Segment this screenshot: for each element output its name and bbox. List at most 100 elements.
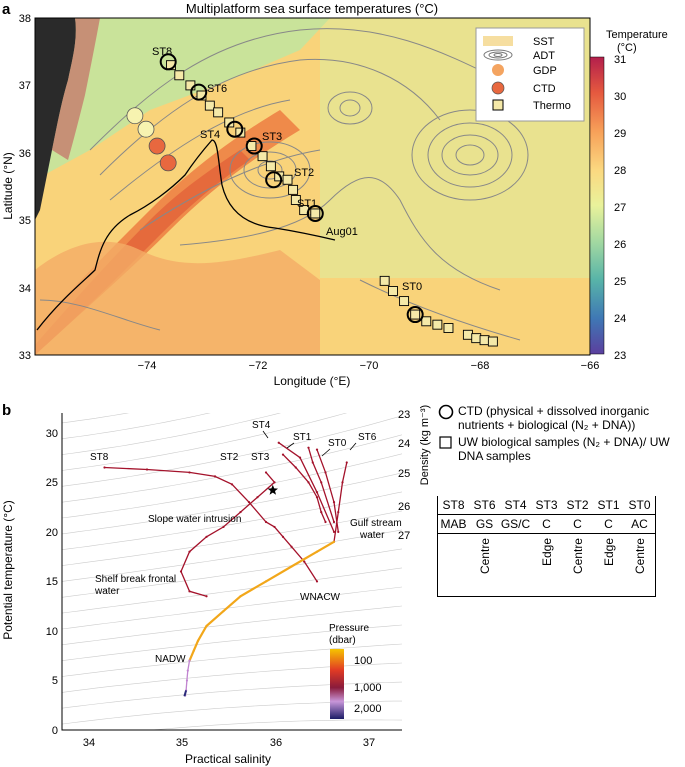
isopycnal-line xyxy=(62,472,402,535)
isopycnal-line xyxy=(62,681,402,709)
ts-ytick: 15 xyxy=(46,576,58,588)
pressure-tick: 100 xyxy=(354,655,372,667)
ts-point xyxy=(320,481,323,484)
thermo-marker xyxy=(432,319,443,330)
ts-ytick: 5 xyxy=(52,675,58,687)
isopycnal-line xyxy=(62,413,211,440)
map-label-st1: ST1 xyxy=(297,198,317,210)
category-cell: C xyxy=(593,514,624,534)
ts-profile-st3 xyxy=(282,454,327,523)
map-ytick: 36 xyxy=(19,148,31,160)
thermo-marker xyxy=(235,127,246,138)
ts-point xyxy=(239,595,242,598)
thermo-legend-marker xyxy=(492,99,504,111)
ts-point xyxy=(179,570,183,573)
ts-point xyxy=(185,679,189,682)
map-ytick: 35 xyxy=(19,215,31,227)
legend-adt-label: ADT xyxy=(533,50,555,62)
ts-point xyxy=(222,525,225,529)
gdp-marker xyxy=(126,107,144,125)
map-ytick: 34 xyxy=(19,283,31,295)
uw-legend-square xyxy=(439,436,452,449)
ctd-point-marker xyxy=(148,137,166,155)
station-marker-st6 xyxy=(190,83,208,101)
ts-point xyxy=(239,510,242,514)
station-table: ST8 ST6 ST4 ST3 ST2 ST1 ST0 MAB GS GS/C … xyxy=(437,496,656,597)
thermo-marker xyxy=(310,208,321,219)
isopycnal-line xyxy=(62,586,402,630)
ts-xlabel: Practical salinity xyxy=(185,752,271,766)
map-marks xyxy=(126,53,498,347)
ts-point xyxy=(188,471,191,474)
thermo-marker xyxy=(257,151,268,162)
map-xtick: −70 xyxy=(360,360,379,372)
map-label-st8: ST8 xyxy=(152,46,172,58)
colorbar-title-line1: Temperature xyxy=(606,29,668,41)
eddy-cell xyxy=(438,534,470,597)
isopycnal-line xyxy=(62,700,402,725)
eddy-label: Edge xyxy=(539,538,554,567)
ts-point xyxy=(324,520,327,524)
eddy-cell: Edge xyxy=(531,534,562,597)
ctd-legend-text: CTD (physical + dissolved inorganic nutr… xyxy=(458,404,650,432)
isopycnal-line xyxy=(62,624,402,661)
isopycnal-line xyxy=(62,434,402,503)
ts-point xyxy=(277,441,280,444)
category-cell: GS/C xyxy=(500,514,531,534)
sst-legend-swatch xyxy=(483,36,513,46)
thermo-marker xyxy=(282,174,293,185)
panel-b-letter: b xyxy=(2,402,11,419)
ts-profile-st4 xyxy=(278,442,335,533)
ts-profile-st6 xyxy=(333,462,348,542)
drifter-track xyxy=(36,139,336,331)
panel-a-letter: a xyxy=(2,1,11,18)
ts-point xyxy=(315,550,319,553)
thermo-marker xyxy=(443,323,454,333)
map-xtick: −66 xyxy=(581,360,600,372)
isopycnal-line xyxy=(62,413,130,424)
ts-point xyxy=(256,496,259,499)
station-marker-st0 xyxy=(406,306,424,324)
density-label: Density (kg m⁻³) xyxy=(419,405,431,485)
panel-a-title: Multiplatform sea surface temperatures (… xyxy=(186,1,438,16)
ts-point xyxy=(205,624,208,628)
map-xtick: −74 xyxy=(138,360,157,372)
coastal-water xyxy=(52,18,100,160)
station-cell: ST4 xyxy=(504,498,527,512)
ts-point xyxy=(281,453,285,456)
colorbar-tick: 24 xyxy=(614,313,626,325)
eddy-row: Centre Edge Centre Edge Centre xyxy=(438,534,656,597)
thermo-marker xyxy=(421,316,432,327)
pressure-colorbar: Pressure (dbar) 100 1,000 2,000 xyxy=(329,623,382,719)
colorbar-tick: 28 xyxy=(614,165,626,177)
pressure-tick: 2,000 xyxy=(354,703,382,715)
colorbar-tick: 30 xyxy=(614,91,626,103)
ts-label-nadw: NADW xyxy=(155,654,186,665)
ts-point xyxy=(205,535,208,538)
legend-sst-label: SST xyxy=(533,36,555,48)
ts-profile-wnacw xyxy=(188,540,335,662)
thermo-marker xyxy=(290,195,301,205)
isopycnals xyxy=(62,413,402,730)
thermo-marker xyxy=(265,161,276,172)
density-tick: 24 xyxy=(398,438,410,450)
map-label-st3: ST3 xyxy=(262,131,282,143)
colorbar-tick: 26 xyxy=(614,239,626,251)
eddy-label: Edge xyxy=(601,538,616,567)
pressure-gradient xyxy=(330,649,344,719)
ts-point xyxy=(264,471,268,474)
thermo-marker xyxy=(388,286,398,296)
ts-label-st0: ST0 xyxy=(328,438,347,449)
density-ticks: 23 24 25 26 27 xyxy=(398,409,410,542)
ts-ytick: 25 xyxy=(46,477,58,489)
thermo-marker xyxy=(399,296,410,307)
ts-point xyxy=(294,466,297,469)
colorbar-tick: 25 xyxy=(614,276,626,288)
ts-xtick: 35 xyxy=(176,737,188,749)
ts-point xyxy=(196,639,200,642)
ts-point xyxy=(264,580,268,583)
density-tick: 25 xyxy=(398,468,410,480)
ts-point xyxy=(188,659,191,662)
station-row: ST8 ST6 ST4 ST3 ST2 ST1 ST0 xyxy=(438,496,656,515)
